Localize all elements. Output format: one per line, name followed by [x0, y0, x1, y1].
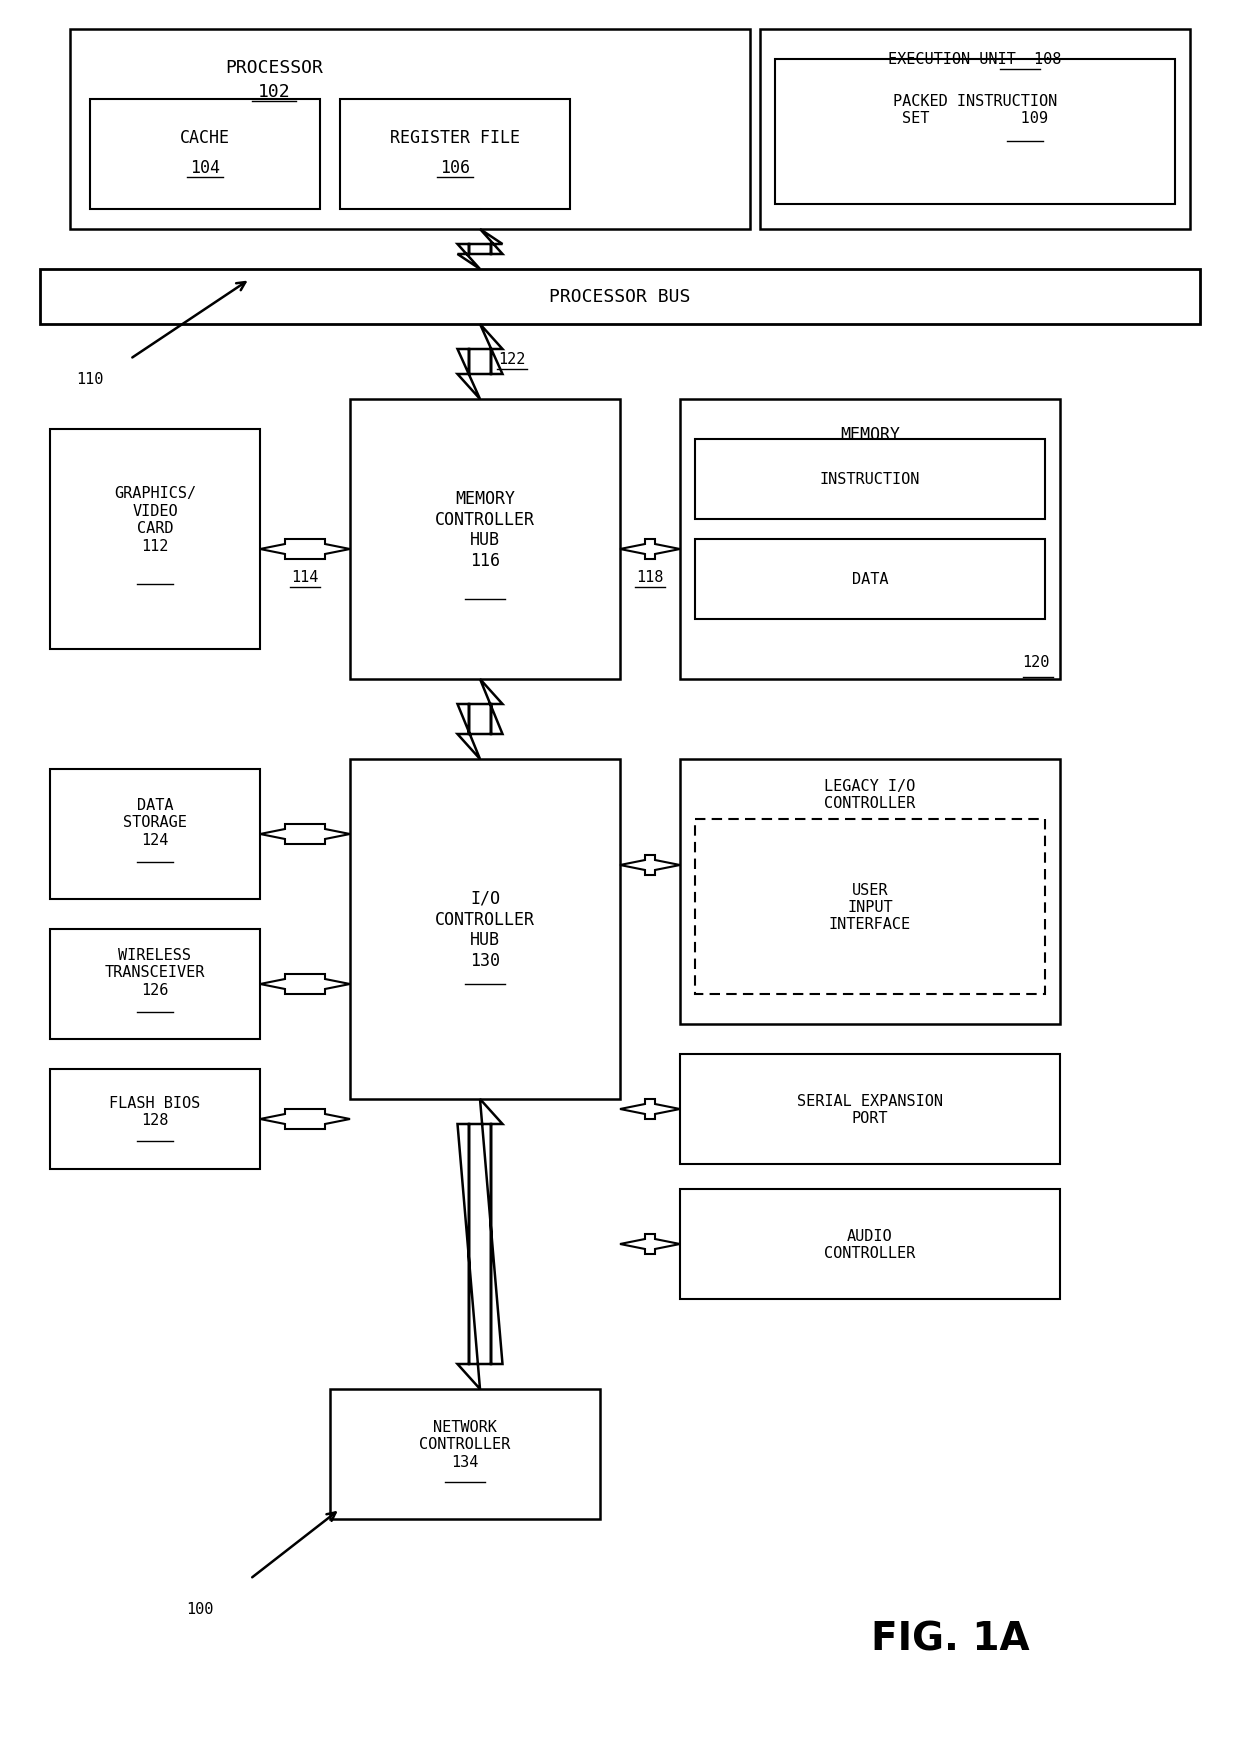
Bar — [50, 1070, 260, 1169]
Polygon shape — [458, 1099, 502, 1390]
Bar — [694, 540, 1045, 619]
Polygon shape — [620, 1234, 680, 1255]
Text: 110: 110 — [77, 372, 104, 388]
Polygon shape — [458, 680, 502, 760]
Polygon shape — [620, 1099, 680, 1119]
Polygon shape — [458, 231, 502, 269]
Bar — [680, 400, 1060, 680]
Bar — [40, 269, 1200, 325]
Bar — [350, 400, 620, 680]
Polygon shape — [620, 540, 680, 559]
Text: 120: 120 — [1023, 654, 1050, 669]
Text: 114: 114 — [291, 570, 319, 586]
Text: CACHE: CACHE — [180, 129, 229, 147]
Text: NETWORK
CONTROLLER
134: NETWORK CONTROLLER 134 — [419, 1419, 511, 1468]
Text: INSTRUCTION: INSTRUCTION — [820, 472, 920, 488]
Text: EXECUTION UNIT  108: EXECUTION UNIT 108 — [888, 52, 1061, 68]
Bar — [330, 1390, 600, 1519]
Text: 100: 100 — [186, 1601, 213, 1617]
Bar — [694, 820, 1045, 995]
Bar — [775, 59, 1176, 205]
Polygon shape — [260, 825, 350, 844]
Polygon shape — [260, 540, 350, 559]
Bar — [50, 930, 260, 1040]
Text: PROCESSOR: PROCESSOR — [226, 59, 322, 77]
Text: 118: 118 — [636, 570, 663, 586]
Polygon shape — [260, 974, 350, 995]
Text: FLASH BIOS
128: FLASH BIOS 128 — [109, 1096, 201, 1127]
Bar — [680, 1189, 1060, 1299]
Text: 102: 102 — [258, 82, 290, 101]
Text: REGISTER FILE: REGISTER FILE — [391, 129, 520, 147]
Text: 106: 106 — [440, 159, 470, 177]
Bar — [760, 30, 1190, 231]
Text: PACKED INSTRUCTION
SET          109: PACKED INSTRUCTION SET 109 — [893, 94, 1058, 126]
Bar — [50, 430, 260, 650]
Text: AUDIO
CONTROLLER: AUDIO CONTROLLER — [825, 1229, 915, 1260]
Text: PROCESSOR BUS: PROCESSOR BUS — [549, 288, 691, 306]
Bar — [680, 1054, 1060, 1164]
Bar — [69, 30, 750, 231]
Polygon shape — [620, 855, 680, 876]
Text: LEGACY I/O
CONTROLLER: LEGACY I/O CONTROLLER — [825, 778, 915, 811]
Bar — [680, 760, 1060, 1024]
Text: I/O
CONTROLLER
HUB
130: I/O CONTROLLER HUB 130 — [435, 890, 534, 970]
Bar — [350, 760, 620, 1099]
Polygon shape — [260, 1110, 350, 1129]
Text: SERIAL EXPANSION
PORT: SERIAL EXPANSION PORT — [797, 1092, 942, 1126]
Text: GRAPHICS/
VIDEO
CARD
112: GRAPHICS/ VIDEO CARD 112 — [114, 486, 196, 554]
Polygon shape — [458, 325, 502, 400]
Bar — [50, 769, 260, 900]
Text: MEMORY
CONTROLLER
HUB
116: MEMORY CONTROLLER HUB 116 — [435, 489, 534, 570]
Text: DATA: DATA — [852, 572, 888, 587]
Text: FIG. 1A: FIG. 1A — [870, 1620, 1029, 1659]
Text: WIRELESS
TRANSCEIVER
126: WIRELESS TRANSCEIVER 126 — [105, 947, 205, 998]
Bar — [340, 100, 570, 210]
Text: MEMORY: MEMORY — [839, 427, 900, 444]
Text: DATA
STORAGE
124: DATA STORAGE 124 — [123, 797, 187, 848]
Bar — [91, 100, 320, 210]
Text: 104: 104 — [190, 159, 219, 177]
Text: 122: 122 — [498, 353, 526, 367]
Bar — [694, 440, 1045, 519]
Text: USER
INPUT
INTERFACE: USER INPUT INTERFACE — [828, 883, 911, 932]
